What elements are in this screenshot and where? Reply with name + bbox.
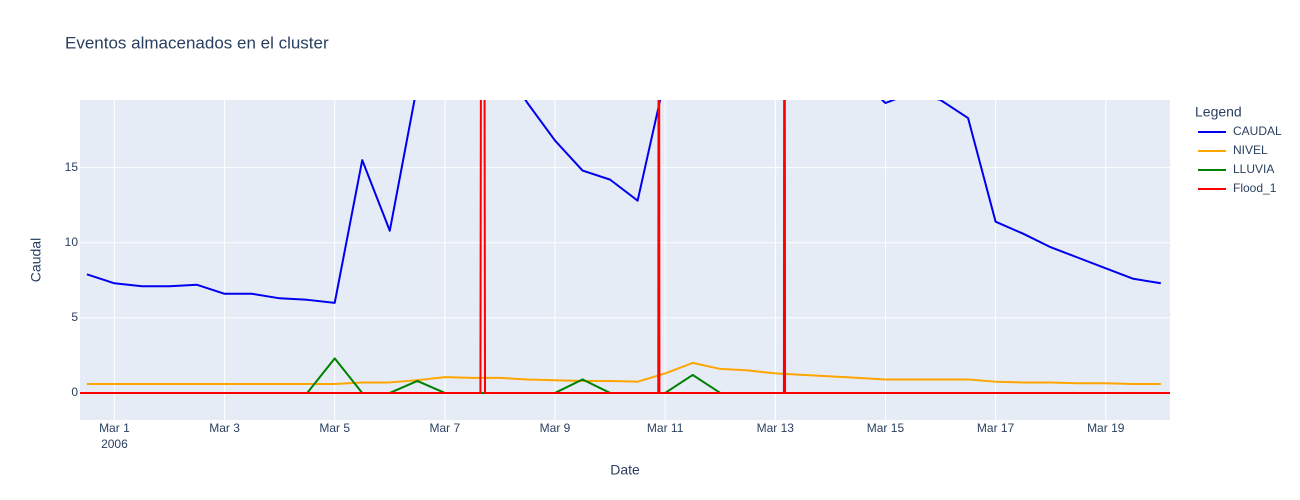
x-tick-label: Mar 5	[319, 421, 350, 435]
x-tick-label: Mar 1	[99, 421, 130, 435]
legend-label: LLUVIA	[1233, 162, 1274, 176]
y-axis-label: Caudal	[28, 238, 44, 282]
y-tick-label: 5	[71, 310, 78, 324]
legend-title: Legend	[1195, 104, 1242, 120]
x-tick-label: Mar 9	[540, 421, 571, 435]
x-tick-label: Mar 7	[430, 421, 461, 435]
x-tick-label: Mar 17	[977, 421, 1015, 435]
chart-title: Eventos almacenados en el cluster	[65, 33, 329, 52]
x-year-label: 2006	[101, 437, 128, 451]
y-tick-label: 10	[65, 235, 79, 249]
lines	[80, 100, 1170, 394]
series-line	[86, 361, 1161, 385]
plot-area	[80, 100, 1170, 420]
legend-label: NIVEL	[1233, 143, 1268, 157]
x-axis-label: Date	[610, 462, 640, 478]
x-tick-label: Mar 13	[757, 421, 795, 435]
x-tick-label: Mar 19	[1087, 421, 1125, 435]
legend: CAUDAL NIVEL LLUVIA Flood_1	[1198, 124, 1282, 195]
x-tick-label: Mar 11	[647, 421, 684, 435]
y-tick-label: 15	[65, 160, 79, 174]
legend-label: CAUDAL	[1233, 124, 1282, 138]
x-tick-label: Mar 15	[867, 421, 905, 435]
series-line	[86, 100, 1161, 304]
y-tick-label: 0	[71, 385, 78, 399]
x-tick-label: Mar 3	[209, 421, 240, 435]
legend-label: Flood_1	[1233, 181, 1277, 195]
